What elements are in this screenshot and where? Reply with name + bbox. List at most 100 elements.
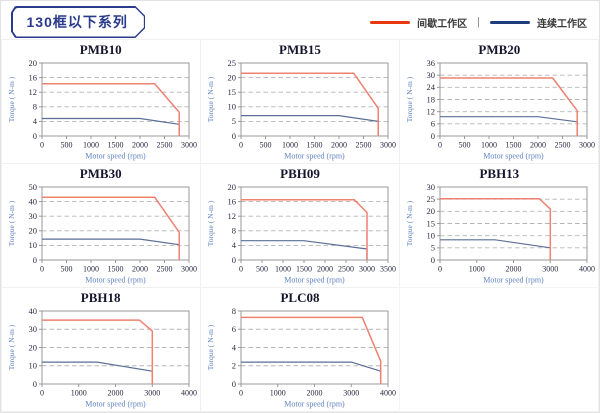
svg-text:15: 15 (427, 218, 436, 228)
header-bar: 130框以下系列 间歇工作区 | 连续工作区 (1, 1, 599, 39)
svg-text:Torque ( N-m ): Torque ( N-m ) (206, 76, 215, 122)
svg-text:15: 15 (227, 87, 236, 97)
legend-item-continuous: 连续工作区 (490, 15, 587, 30)
chart-cell: PMB10 0 4 8 12 16 20 0 500 1000 1500 2000 2500 3000 M… (0, 38, 201, 164)
svg-text:0: 0 (239, 388, 243, 397)
svg-text:500: 500 (256, 264, 268, 273)
svg-text:25: 25 (427, 193, 436, 203)
svg-text:2000: 2000 (530, 140, 546, 149)
svg-text:2000: 2000 (107, 388, 123, 397)
svg-text:Motor speed (rpm): Motor speed (rpm) (284, 151, 345, 160)
svg-text:3000: 3000 (181, 140, 197, 149)
svg-text:5: 5 (431, 242, 435, 252)
svg-text:40: 40 (28, 306, 37, 316)
svg-text:4: 4 (232, 342, 237, 352)
svg-text:1000: 1000 (282, 140, 298, 149)
svg-text:2000: 2000 (306, 388, 322, 397)
svg-text:2000: 2000 (317, 264, 333, 273)
legend-label: 连续工作区 (537, 18, 587, 30)
series-title-tag: 130框以下系列 (11, 6, 145, 38)
chart-plot: 0 5 10 15 20 25 0 500 1000 1500 2000 2500 3000 Motor … (206, 58, 396, 161)
svg-text:Torque ( N-m ): Torque ( N-m ) (206, 324, 215, 370)
svg-text:4: 4 (232, 240, 237, 250)
svg-text:12: 12 (28, 87, 37, 97)
svg-text:30: 30 (28, 324, 37, 334)
svg-text:3000: 3000 (543, 264, 559, 273)
svg-text:0: 0 (40, 264, 44, 273)
svg-text:3000: 3000 (359, 264, 375, 273)
svg-text:0: 0 (431, 254, 435, 264)
svg-text:20: 20 (28, 342, 37, 352)
svg-text:10: 10 (427, 230, 436, 240)
svg-text:1500: 1500 (296, 264, 312, 273)
svg-text:0: 0 (40, 140, 44, 149)
chart-title: PMB10 (79, 41, 122, 57)
svg-text:0: 0 (232, 254, 236, 264)
svg-text:5: 5 (232, 116, 236, 126)
svg-text:18: 18 (427, 94, 436, 104)
svg-text:2000: 2000 (331, 140, 347, 149)
chart-plot: 0 10 20 30 40 0 1000 2000 3000 4000 Motor speed (r… (7, 306, 197, 409)
svg-text:0: 0 (32, 378, 36, 388)
chart-cell: PMB30 0 10 20 30 40 50 0 500 1000 1500 2000 2500 300… (0, 162, 201, 288)
svg-text:3000: 3000 (144, 388, 160, 397)
svg-text:4: 4 (32, 116, 37, 126)
svg-text:30: 30 (28, 211, 37, 221)
svg-text:20: 20 (28, 58, 37, 68)
legend-separator: | (477, 16, 480, 28)
chart-cell: PMB20 0 6 12 18 24 30 36 0 500 1000 1500 2000 2500 30… (399, 38, 600, 164)
svg-text:2500: 2500 (156, 140, 172, 149)
svg-text:0: 0 (438, 140, 442, 149)
svg-text:Motor speed (rpm): Motor speed (rpm) (484, 275, 545, 284)
svg-text:Torque ( N-m ): Torque ( N-m ) (206, 200, 215, 246)
svg-text:12: 12 (227, 211, 236, 221)
chart-plot: 0 4 8 12 16 20 0 500 1000 1500 2000 2500 3000 Motor s… (7, 58, 197, 161)
svg-text:1500: 1500 (306, 140, 322, 149)
svg-text:Torque ( N-m ): Torque ( N-m ) (7, 76, 16, 122)
svg-text:Motor speed (rpm): Motor speed (rpm) (484, 151, 545, 160)
svg-text:8: 8 (32, 101, 36, 111)
svg-text:8: 8 (232, 225, 236, 235)
svg-text:3500: 3500 (380, 264, 396, 273)
svg-text:20: 20 (227, 72, 236, 82)
svg-text:Motor speed (rpm): Motor speed (rpm) (284, 399, 345, 408)
svg-text:30: 30 (427, 69, 436, 79)
intermittent-line-icon (370, 20, 411, 24)
chart-title: PMB20 (478, 41, 521, 57)
svg-text:Motor speed (rpm): Motor speed (rpm) (85, 275, 146, 284)
chart-plot: 0 2 4 6 8 0 1000 2000 3000 4000 Motor speed (rpm) T… (206, 306, 396, 409)
legend-label: 间歇工作区 (417, 18, 468, 30)
svg-text:24: 24 (427, 82, 436, 92)
svg-text:4000: 4000 (579, 264, 595, 273)
svg-text:2000: 2000 (132, 140, 148, 149)
svg-text:20: 20 (427, 206, 436, 216)
chart-title: PBH13 (479, 165, 520, 181)
svg-text:1000: 1000 (70, 388, 86, 397)
empty-cell (399, 286, 600, 412)
svg-text:0: 0 (232, 130, 236, 140)
svg-text:4000: 4000 (380, 388, 396, 397)
svg-text:0: 0 (438, 264, 442, 273)
svg-text:1000: 1000 (83, 264, 99, 273)
svg-text:0: 0 (32, 130, 36, 140)
svg-text:0: 0 (239, 140, 243, 149)
chart-cell: PBH09 0 4 8 12 16 20 0 500 1000 1500 2000 2500 3000 3… (199, 162, 401, 288)
charts-grid: PMB10 0 4 8 12 16 20 0 500 1000 1500 2000 2500 3000 M… (0, 38, 600, 412)
svg-text:6: 6 (431, 118, 435, 128)
svg-text:1000: 1000 (481, 140, 497, 149)
legend-item-intermittent: 间歇工作区 (370, 15, 467, 30)
svg-text:1000: 1000 (469, 264, 485, 273)
svg-text:Torque ( N-m ): Torque ( N-m ) (405, 200, 414, 246)
svg-text:3000: 3000 (380, 140, 396, 149)
svg-text:3000: 3000 (181, 264, 197, 273)
chart-plot: 0 4 8 12 16 20 0 500 1000 1500 2000 2500 3000 3500 Mot… (206, 182, 396, 285)
svg-text:2000: 2000 (506, 264, 522, 273)
svg-text:20: 20 (28, 225, 37, 235)
svg-text:500: 500 (459, 140, 471, 149)
svg-text:16: 16 (227, 196, 236, 206)
chart-cell: PMB15 0 5 10 15 20 25 0 500 1000 1500 2000 2500 3000… (199, 38, 401, 164)
svg-text:Torque ( N-m ): Torque ( N-m ) (405, 76, 414, 122)
svg-text:1000: 1000 (83, 140, 99, 149)
